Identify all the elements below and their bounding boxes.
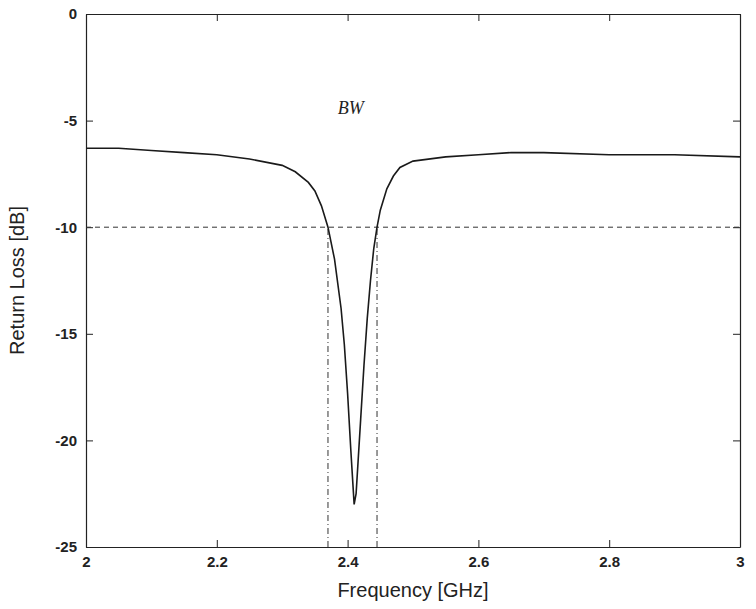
y-axis: -25 -20 -15 -10 -5 0 <box>55 5 93 555</box>
chart: 2 2.2 2.4 2.6 2.8 3 -25 -20 -15 -10 -5 0 BW Frequency… <box>0 0 756 609</box>
x-tick-mark-top <box>609 14 610 21</box>
y-tick-mark-right <box>733 14 740 15</box>
y-tick: -15 <box>55 325 93 342</box>
x-tick-top <box>217 14 218 21</box>
y-axis-right <box>733 15 741 548</box>
x-axis: 2 2.2 2.4 2.6 2.8 3 <box>82 540 744 570</box>
y-tick-right <box>733 547 740 548</box>
x-tick-top <box>478 14 479 21</box>
x-tick-mark <box>609 540 610 547</box>
y-tick-label: -15 <box>55 325 77 342</box>
x-tick-mark-top <box>478 14 479 21</box>
y-tick-label: -20 <box>55 432 77 449</box>
y-tick-right <box>733 121 740 122</box>
reference-line-v <box>327 227 328 547</box>
x-tick-label: 2.8 <box>599 553 620 570</box>
x-tick-mark <box>348 540 349 547</box>
data-line <box>86 148 740 504</box>
x-tick-mark <box>217 540 218 547</box>
y-tick-mark <box>86 547 93 548</box>
y-tick: -5 <box>64 112 93 129</box>
y-tick-right <box>733 440 740 441</box>
x-axis-title: Frequency [GHz] <box>337 579 488 601</box>
y-tick-label: -25 <box>55 538 77 555</box>
x-tick-mark-top <box>348 14 349 21</box>
x-tick-label: 2.4 <box>338 553 360 570</box>
y-tick-mark-right <box>733 440 740 441</box>
y-tick-mark <box>86 440 93 441</box>
y-tick-label: -5 <box>64 112 77 129</box>
y-tick: -25 <box>55 538 93 555</box>
frame-right <box>740 15 741 548</box>
x-tick-mark-top <box>86 14 87 21</box>
y-tick-mark-right <box>733 121 740 122</box>
x-tick-label: 2.2 <box>207 553 228 570</box>
frame-top <box>87 14 741 15</box>
y-tick-mark <box>86 121 93 122</box>
y-tick-label: -10 <box>55 219 77 236</box>
y-tick-label: 0 <box>69 5 77 22</box>
x-tick-top <box>609 14 610 21</box>
reference-line-v <box>377 227 378 547</box>
x-axis-line <box>87 547 741 548</box>
x-tick-top <box>348 14 349 21</box>
x-tick-label: 2.6 <box>468 553 489 570</box>
x-tick: 2.6 <box>468 540 489 570</box>
x-tick-mark <box>478 540 479 547</box>
y-axis-line <box>86 15 87 548</box>
y-tick-mark-right <box>733 547 740 548</box>
reference-line-h <box>86 227 740 228</box>
y-tick-right <box>733 334 740 335</box>
y-tick-mark-right <box>733 334 740 335</box>
y-tick: 0 <box>69 5 93 22</box>
x-tick-top <box>86 14 87 21</box>
y-tick-right <box>733 14 740 15</box>
x-tick: 2.8 <box>599 540 620 570</box>
annotation: BW <box>338 98 366 118</box>
marks <box>86 148 740 547</box>
y-axis-title: Return Loss [dB] <box>6 206 28 355</box>
x-tick: 2.2 <box>207 540 228 570</box>
y-tick: -20 <box>55 432 93 449</box>
x-axis-top <box>87 14 741 21</box>
x-tick-mark-top <box>217 14 218 21</box>
y-tick-mark <box>86 334 93 335</box>
x-tick: 2.4 <box>338 540 360 570</box>
plot: 2 2.2 2.4 2.6 2.8 3 -25 -20 -15 -10 -5 0 BW <box>55 5 744 569</box>
x-tick-label: 3 <box>736 553 744 570</box>
x-tick-label: 2 <box>82 553 90 570</box>
